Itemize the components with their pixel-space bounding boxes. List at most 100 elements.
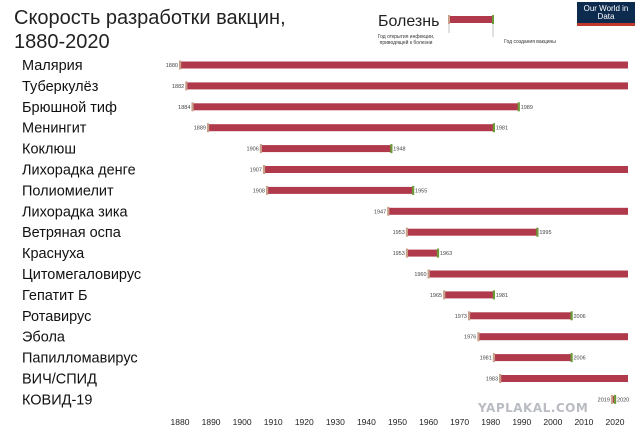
disease-label: Краснуха: [22, 246, 85, 262]
end-year-label: 1955: [415, 188, 427, 194]
x-tick-label: 1980: [481, 417, 500, 427]
start-year-label: 1953: [393, 230, 405, 236]
x-tick-label: 1960: [419, 417, 438, 427]
end-marker: [412, 185, 415, 195]
start-year-label: 1882: [172, 84, 184, 90]
x-axis: 1880 1890 1900 1910 1920 1930 1940 1950 1960 1970…: [171, 417, 625, 427]
bar-row: КОВИД-19 2019 2020: [22, 392, 629, 408]
end-marker: [570, 311, 573, 321]
watermark: YAPLAKAL.COM: [478, 401, 589, 415]
start-marker: [467, 311, 471, 321]
duration-bar: [478, 333, 628, 341]
bar-row: Брюшной тиф 1884 1989: [22, 100, 533, 116]
bar-row: Краснуха 1953 1963: [22, 246, 452, 262]
x-tick-label: 2000: [543, 417, 562, 427]
start-year-label: 1983: [486, 377, 498, 383]
start-marker: [405, 248, 409, 258]
duration-bar: [611, 395, 615, 403]
disease-label: Лихорадка денге: [22, 163, 136, 179]
start-year-label: 1906: [247, 147, 259, 153]
duration-bar: [180, 61, 628, 69]
bar-row: Коклюш 1906 1948: [22, 142, 406, 158]
start-marker: [492, 353, 496, 363]
duration-bar: [267, 186, 414, 194]
legend-start-note: Год открытия инфекции, приводящей к болез…: [378, 34, 435, 46]
duration-bar: [406, 228, 538, 236]
bar-row: Ротавирус 1973 2006: [22, 309, 586, 325]
end-year-label: 1989: [521, 105, 533, 111]
end-marker: [390, 144, 393, 154]
end-year-label: 1948: [393, 147, 405, 153]
bar-row: Лихорадка зика 1947: [22, 204, 628, 220]
end-year-label: 1963: [440, 251, 452, 257]
disease-label: Туберкулёз: [22, 79, 99, 95]
disease-label: Ветряная оспа: [22, 225, 122, 241]
x-tick-label: 1990: [512, 417, 531, 427]
bar-row: Полиомиелит 1908 1955: [22, 183, 427, 199]
end-marker: [517, 102, 520, 112]
bar-row: Цитомегаловирус 1960: [22, 267, 628, 283]
start-marker: [477, 332, 480, 342]
x-tick-label: 1890: [202, 417, 221, 427]
duration-bar: [186, 82, 628, 90]
disease-label: Папилломавирус: [22, 351, 138, 367]
start-marker: [266, 185, 269, 195]
start-year-label: 1947: [374, 209, 386, 215]
x-tick-label: 1940: [357, 417, 376, 427]
start-marker: [191, 102, 194, 112]
start-year-label: 1953: [393, 251, 405, 257]
duration-bar: [192, 103, 519, 111]
x-tick-label: 1910: [264, 417, 283, 427]
end-year-label: 2020: [617, 397, 629, 403]
duration-bar: [263, 166, 628, 173]
start-year-label: 1965: [430, 293, 442, 299]
start-year-label: 1880: [166, 63, 178, 69]
start-year-label: 1908: [253, 188, 265, 194]
start-marker: [387, 206, 390, 216]
disease-label: Лихорадка зика: [22, 204, 129, 220]
x-tick-label: 1950: [388, 417, 407, 427]
end-marker: [570, 353, 573, 363]
chart-title-line-2: 1880-2020: [14, 31, 110, 53]
disease-label: Коклюш: [22, 142, 76, 158]
duration-bar: [493, 354, 572, 362]
start-year-label: 1960: [414, 272, 426, 278]
legend-start-marker: [448, 15, 450, 24]
start-year-label: 1981: [480, 356, 492, 362]
start-marker: [443, 290, 446, 300]
start-marker: [499, 374, 502, 383]
start-marker: [405, 227, 409, 237]
chart-title: Скорость разработки вакцин, 1880-2020: [14, 6, 286, 54]
legend-start-note-line: Год открытия инфекции,: [378, 34, 435, 40]
duration-bar: [207, 124, 494, 132]
legend-start-note-line: приводящей к болезни: [380, 39, 433, 46]
start-marker: [259, 144, 262, 154]
x-tick-label: 1880: [171, 417, 190, 427]
start-year-label: 1973: [455, 314, 467, 320]
legend-end-note: Год создания вакцины: [504, 39, 556, 45]
bar-row: Малярия 1880: [22, 58, 628, 74]
legend-label: Болезнь: [378, 13, 439, 30]
duration-bar: [406, 249, 438, 257]
duration-bar: [444, 291, 494, 299]
bar-row: Лихорадка денге 1907: [22, 163, 628, 179]
start-marker: [262, 165, 266, 174]
legend-end-marker: [492, 15, 494, 24]
start-marker: [427, 269, 430, 279]
chart-title-line-1: Скорость разработки вакцин,: [14, 7, 286, 29]
disease-label: Гепатит Б: [22, 288, 87, 304]
start-marker: [179, 60, 182, 70]
start-year-label: 1889: [194, 126, 206, 132]
duration-bar: [428, 270, 628, 278]
end-year-label: 2006: [574, 356, 586, 362]
start-year-label: 2019: [598, 397, 610, 403]
bar-row: Эбола 1976: [22, 330, 628, 346]
disease-label: КОВИД-19: [22, 392, 92, 408]
bar-row: ВИЧ/СПИД 1983: [22, 372, 628, 388]
start-marker: [185, 81, 188, 91]
x-tick-label: 1970: [450, 417, 469, 427]
x-tick-label: 2010: [574, 417, 593, 427]
end-year-label: 1981: [496, 293, 508, 299]
chart-bars: Малярия 1880 Туберкулёз 1882 Брюшной тиф 1884…: [22, 58, 629, 408]
